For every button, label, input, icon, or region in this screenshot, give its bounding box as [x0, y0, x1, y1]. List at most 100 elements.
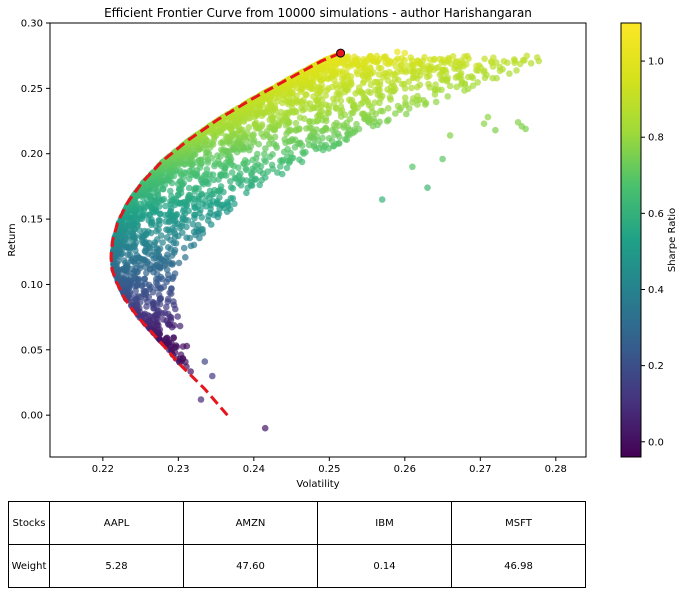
- y-tick-label: 0.30: [21, 19, 43, 30]
- scatter-point: [176, 322, 184, 330]
- scatter-point: [156, 217, 163, 224]
- scatter-point: [217, 183, 225, 190]
- scatter-point: [258, 130, 265, 137]
- scatter-point: [277, 108, 285, 116]
- scatter-point: [426, 56, 434, 63]
- scatter-point: [378, 196, 386, 203]
- scatter-point: [344, 53, 352, 60]
- efficient-frontier-line: [109, 51, 342, 417]
- scatter-point: [408, 84, 415, 92]
- x-axis-label: Volatility: [296, 479, 339, 490]
- scatter-point: [366, 64, 374, 71]
- scatter-point: [264, 168, 272, 175]
- scatter-point: [474, 79, 482, 86]
- scatter-point: [168, 192, 175, 200]
- table-cell: IBM: [317, 501, 452, 545]
- scatter-point: [432, 98, 440, 106]
- scatter-point: [496, 63, 504, 71]
- scatter-point: [159, 239, 166, 246]
- scatter-point: [165, 346, 173, 354]
- scatter-point: [262, 145, 269, 152]
- scatter-point: [141, 310, 149, 318]
- scatter-point: [164, 295, 172, 303]
- scatter-point: [185, 184, 193, 192]
- scatter-point: [227, 184, 235, 191]
- scatter-point: [274, 169, 281, 176]
- scatter-point: [409, 163, 416, 171]
- scatter-point: [358, 110, 366, 118]
- scatter-point: [401, 94, 409, 102]
- scatter-point: [375, 64, 383, 72]
- chart: Efficient Frontier Curve from 10000 simu…: [7, 6, 678, 490]
- scatter-point: [170, 334, 177, 341]
- x-tick-label: 0.27: [469, 464, 491, 475]
- scatter-point: [254, 161, 262, 168]
- scatter-point: [182, 253, 189, 261]
- scatter-point: [480, 120, 488, 127]
- scatter-point: [346, 96, 353, 103]
- scatter-point: [201, 197, 209, 205]
- scatter-point: [469, 82, 477, 89]
- scatter-point: [227, 178, 234, 185]
- scatter-point: [299, 148, 307, 156]
- scatter-point: [402, 99, 409, 107]
- scatter-point: [435, 63, 442, 71]
- y-tick-label: 0.10: [21, 280, 43, 291]
- scatter-point: [198, 190, 205, 198]
- scatter-point: [162, 202, 169, 210]
- scatter-point: [289, 105, 296, 112]
- scatter-point: [424, 62, 432, 70]
- colorbar-tick-label: 0.6: [648, 209, 664, 220]
- scatter-point: [386, 68, 393, 76]
- scatter-point: [190, 211, 198, 219]
- scatter-point: [160, 283, 168, 291]
- scatter-point: [171, 349, 179, 356]
- y-tick-label: 0.25: [21, 84, 43, 95]
- scatter-point: [334, 130, 342, 137]
- scatter-point: [183, 223, 190, 231]
- scatter-point: [506, 70, 513, 77]
- scatter-point: [163, 234, 171, 241]
- scatter-point: [385, 116, 392, 124]
- scatter-point: [306, 100, 314, 107]
- scatter-point: [333, 90, 341, 97]
- scatter-point: [187, 368, 194, 375]
- scatter-point: [432, 81, 439, 88]
- scatter-point: [492, 126, 499, 134]
- scatter-point: [284, 145, 291, 153]
- scatter-point: [192, 184, 200, 192]
- scatter-point: [386, 94, 394, 101]
- scatter-point: [201, 358, 209, 365]
- scatter-point: [170, 298, 177, 305]
- x-tick-label: 0.25: [318, 464, 340, 475]
- scatter-point: [194, 221, 202, 229]
- table-cell: AAPL: [49, 501, 184, 545]
- scatter-point: [325, 135, 333, 142]
- scatter-point: [306, 124, 313, 131]
- optimal-portfolio-point: [336, 48, 346, 58]
- scatter-point: [241, 157, 249, 164]
- scatter-point: [392, 63, 400, 70]
- scatter-point: [174, 313, 181, 320]
- scatter-point: [510, 56, 518, 63]
- x-tick-label: 0.28: [545, 464, 567, 475]
- scatter-point: [135, 293, 142, 300]
- scatter-point: [203, 166, 211, 173]
- scatter-point: [160, 316, 167, 323]
- scatter-point: [211, 186, 218, 194]
- scatter-point: [171, 270, 179, 277]
- scatter-point: [405, 78, 413, 85]
- scatter-point: [183, 234, 190, 241]
- scatter-point: [227, 195, 235, 202]
- scatter-point: [346, 115, 354, 123]
- scatter-point: [302, 91, 309, 98]
- scatter-point: [183, 342, 191, 350]
- scatter-point: [391, 75, 399, 83]
- scatter-point: [306, 118, 313, 125]
- scatter-point: [179, 229, 186, 236]
- scatter-point: [392, 110, 399, 117]
- scatter-point: [484, 113, 492, 121]
- scatter-point: [446, 82, 454, 90]
- scatter-point: [394, 55, 402, 62]
- scatter-point: [163, 226, 170, 233]
